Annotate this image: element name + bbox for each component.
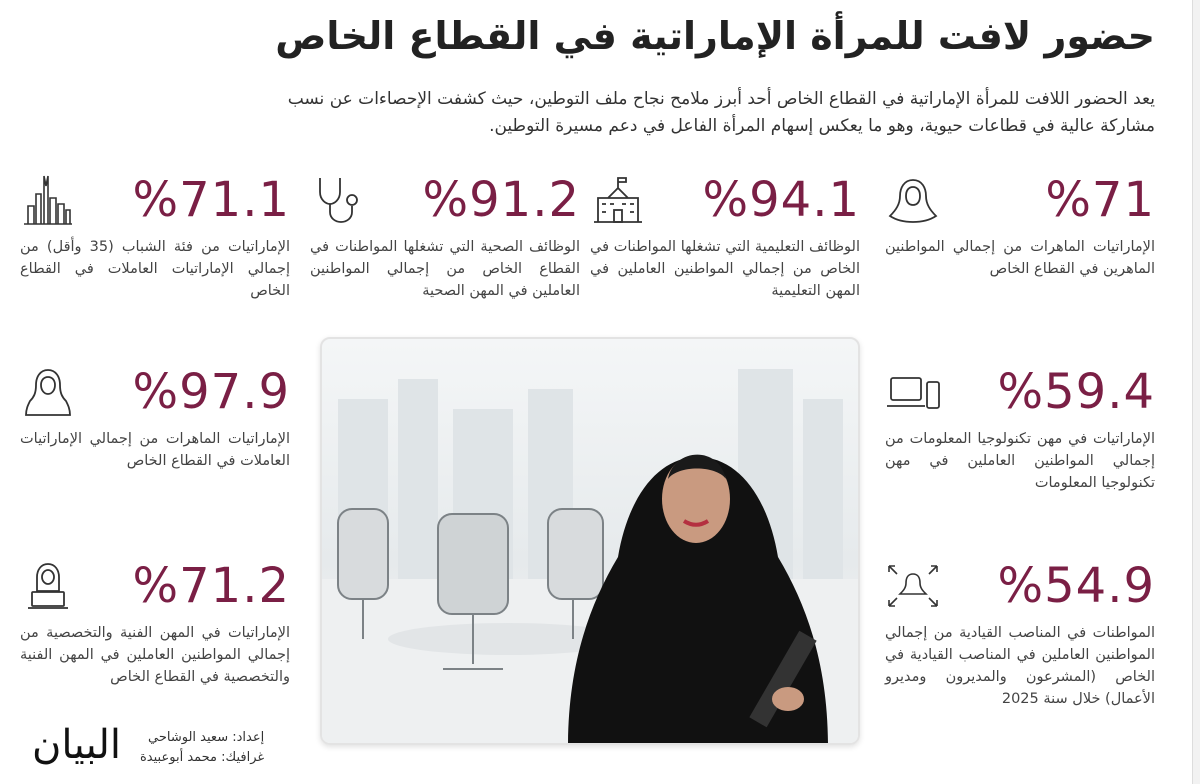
woman-laptop-icon [28,563,68,609]
laptop-phone-icon [887,377,940,409]
city-skyline-icon [24,175,72,225]
albayan-logo: البيان [32,722,122,768]
stat-value: %71.1 [132,172,290,228]
stat-description: الإماراتيات في مهن تكنولوجيا المعلومات م… [885,431,1155,491]
stat-description: الإماراتيات الماهرات من إجمالي الإماراتي… [20,431,290,469]
page-edge [1192,0,1200,784]
stat-education-jobs: %94.1 الوظائف التعليمية التي تشغلها المو… [590,170,860,302]
stat-value: %94.1 [702,172,860,228]
stat-value: %59.4 [997,364,1155,420]
stat-value: %71.2 [132,558,290,614]
stat-young-women: %71.1 الإماراتيات من فئة الشباب (35 وأقل… [20,170,290,302]
credit-graphics: غرافيك: محمد أبوعبيدة [140,750,265,765]
stat-value: %91.2 [422,172,580,228]
stat-it-jobs: %59.4 الإماراتيات في مهن تكنولوجيا المعل… [885,362,1155,494]
woman-hijab-icon [25,369,71,416]
stat-value: %97.9 [132,364,290,420]
school-building-icon [594,177,642,223]
woman-office-illustration [322,369,858,743]
hero-photo [320,337,860,745]
credits: إعداد: سعيد الوشاحي غرافيك: محمد أبوعبيد… [140,728,264,768]
stat-value: %54.9 [997,558,1155,614]
page-title: حضور لافت للمرأة الإماراتية في القطاع ال… [275,14,1155,58]
stat-description: الإماراتيات من فئة الشباب (35 وأقل) من إ… [20,239,290,299]
stat-skilled-women: %71 الإماراتيات الماهرات من إجمالي الموا… [885,170,1155,280]
stethoscope-icon [319,178,358,223]
leader-arrows-icon [888,565,938,607]
stat-health-jobs: %91.2 الوظائف الصحية التي تشغلها المواطن… [310,170,580,302]
stat-leadership: %54.9 المواطنات في المناصب القيادية من إ… [885,556,1155,710]
stat-description: الوظائف التعليمية التي تشغلها المواطنات … [590,239,860,299]
stat-description: الإماراتيات في المهن الفنية والتخصصية من… [20,625,290,685]
stat-description: الإماراتيات الماهرات من إجمالي المواطنين… [885,239,1155,277]
stat-skilled-emirati-women: %97.9 الإماراتيات الماهرات من إجمالي الإ… [20,362,290,472]
stat-description: المواطنات في المناصب القيادية من إجمالي … [885,625,1155,707]
intro-paragraph: يعد الحضور اللافت للمرأة الإماراتية في ا… [287,89,1155,136]
stat-technical-jobs: %71.2 الإماراتيات في المهن الفنية والتخص… [20,556,290,688]
credit-prepared-by: إعداد: سعيد الوشاحي [148,730,265,745]
stat-value: %71 [1045,172,1155,228]
woman-hijab-icon [888,179,938,223]
stat-description: الوظائف الصحية التي تشغلها المواطنات في … [310,239,580,299]
